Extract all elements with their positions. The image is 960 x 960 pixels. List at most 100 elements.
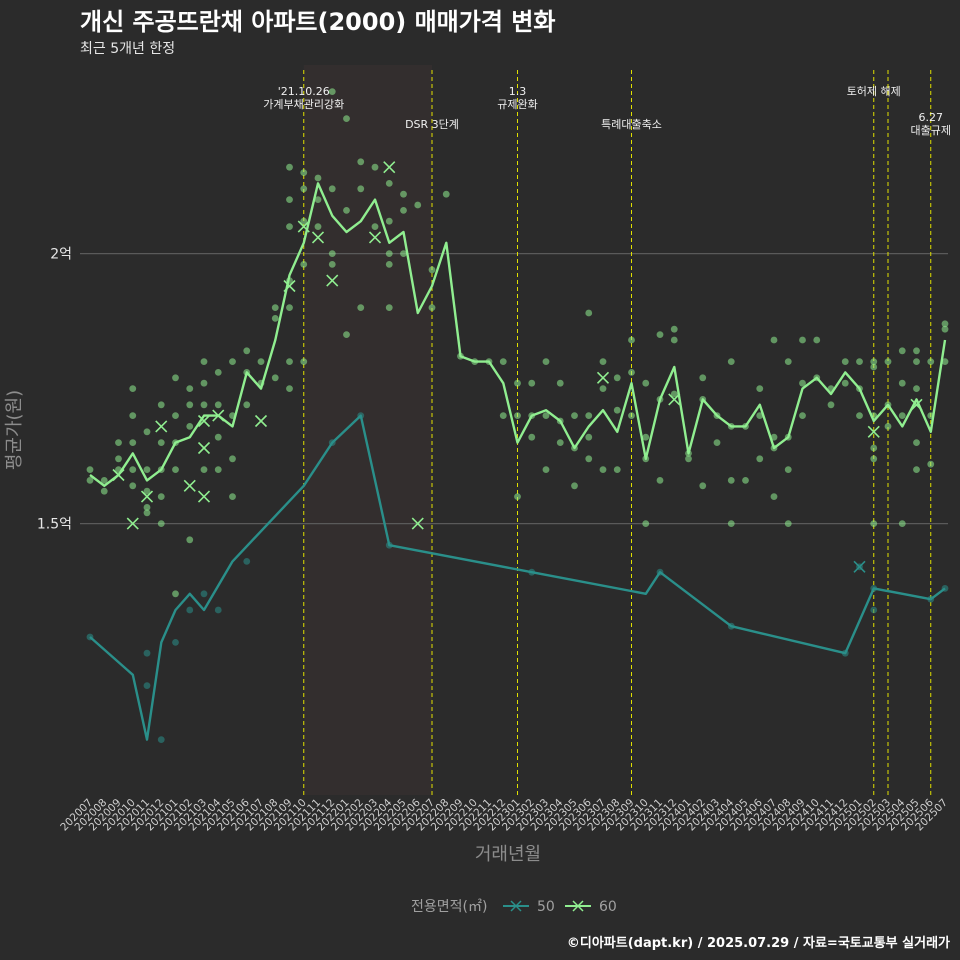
data-point <box>385 250 393 257</box>
data-point <box>856 358 863 365</box>
data-point <box>286 358 293 365</box>
cancelled-marker <box>112 468 125 482</box>
data-point <box>186 606 194 614</box>
cross-stroke <box>183 479 196 492</box>
cancelled-marker <box>197 414 211 428</box>
data-point <box>186 536 194 544</box>
data-point <box>599 358 607 365</box>
data-point <box>200 466 208 473</box>
data-point <box>941 320 949 328</box>
data-point <box>585 309 593 317</box>
x-axis-title: 거래년월 <box>475 844 541 865</box>
data-point <box>257 358 265 365</box>
data-point <box>143 649 151 657</box>
data-point <box>841 358 849 365</box>
data-point <box>913 439 920 446</box>
data-point <box>385 217 393 225</box>
data-point <box>528 379 536 387</box>
data-point <box>400 190 407 198</box>
data-point <box>271 374 279 382</box>
data-point <box>628 336 635 344</box>
data-point <box>143 509 151 517</box>
y-axis-title: 평균가(원) <box>4 390 25 470</box>
data-point <box>314 223 322 231</box>
event-label: 1.3 <box>509 85 527 98</box>
cancelled-marker <box>197 490 211 503</box>
data-point <box>157 401 165 409</box>
data-point <box>870 358 878 365</box>
chart-title: 개신 주공뜨란채 아파트(2000) 매매가격 변화 <box>80 8 555 36</box>
data-point <box>229 358 236 365</box>
y-tick-label: 2억 <box>50 247 72 263</box>
cancelled-marker <box>867 425 880 438</box>
event-label: 6.27 <box>919 111 944 124</box>
data-point <box>271 304 279 311</box>
cross-stroke <box>411 517 424 530</box>
cross-stroke <box>126 517 139 530</box>
data-point <box>328 185 336 193</box>
data-point <box>856 412 863 419</box>
data-point <box>699 374 707 382</box>
data-point <box>770 493 778 500</box>
data-point <box>115 439 122 446</box>
data-point <box>542 412 550 419</box>
data-point <box>371 163 379 171</box>
data-point <box>813 336 821 344</box>
data-point <box>229 455 236 463</box>
cancelled-marker <box>254 414 268 428</box>
data-point <box>898 347 906 355</box>
data-point <box>143 487 151 495</box>
data-point <box>727 520 735 527</box>
highlight-band <box>303 65 432 795</box>
cancelled-marker <box>183 479 196 492</box>
data-point <box>756 455 764 463</box>
data-point <box>799 379 806 387</box>
data-point <box>514 379 521 387</box>
data-point <box>172 590 179 598</box>
data-point <box>770 433 778 441</box>
data-point <box>143 466 151 473</box>
event-label: 대출규제 <box>911 124 951 137</box>
data-point <box>157 520 165 527</box>
data-point <box>514 412 521 419</box>
data-point <box>827 401 835 409</box>
data-point <box>400 207 407 214</box>
data-point <box>214 466 222 473</box>
data-point <box>300 185 308 193</box>
data-point <box>913 466 920 473</box>
cancelled-marker <box>311 231 325 244</box>
cancelled-marker <box>140 490 154 503</box>
event-label: '21.10.26 <box>278 85 330 98</box>
cancelled-marker <box>668 393 681 406</box>
data-point <box>343 207 350 214</box>
data-point <box>770 336 778 344</box>
cancelled-marker <box>283 279 296 293</box>
data-point <box>300 261 308 268</box>
data-point <box>357 158 365 166</box>
data-point <box>613 374 621 382</box>
data-point <box>699 482 707 490</box>
data-point <box>784 466 792 473</box>
data-point <box>129 385 137 392</box>
cross-stroke <box>140 490 154 503</box>
cancelled-marker <box>197 441 211 455</box>
cancelled-marker <box>126 517 139 530</box>
data-point <box>613 406 621 414</box>
data-point <box>941 325 949 333</box>
data-point <box>642 433 650 441</box>
data-point <box>214 401 222 409</box>
data-point <box>898 520 906 527</box>
data-point <box>172 466 179 473</box>
data-point <box>727 358 735 365</box>
cross-stroke <box>326 274 339 287</box>
data-point <box>642 520 650 527</box>
data-point <box>243 347 251 355</box>
legend-key-50 <box>503 900 529 912</box>
data-point <box>913 385 920 392</box>
data-point <box>186 423 194 430</box>
event-label: 특례대출축소 <box>601 118 662 131</box>
data-point <box>172 639 179 646</box>
data-point <box>670 325 678 333</box>
data-point <box>713 439 721 446</box>
